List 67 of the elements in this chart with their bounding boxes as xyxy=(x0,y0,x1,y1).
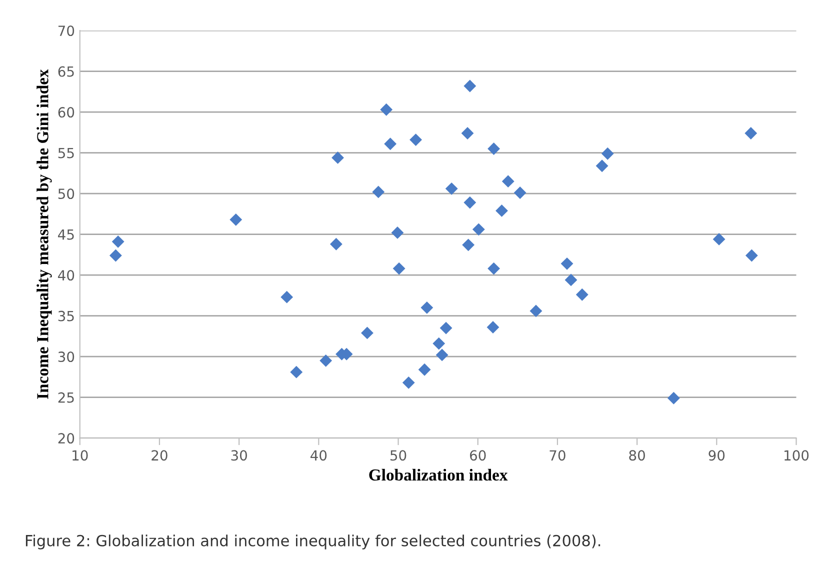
x-tick-label: 40 xyxy=(310,450,327,461)
point xyxy=(418,363,431,376)
point xyxy=(464,196,476,209)
point xyxy=(564,274,578,286)
y-tick-label: 45 xyxy=(58,229,74,240)
point xyxy=(372,186,385,198)
y-tick-label: 20 xyxy=(58,433,74,444)
y-tick-label: 50 xyxy=(58,188,74,200)
x-tick-label: 20 xyxy=(152,450,168,461)
y-tick-label: 35 xyxy=(58,310,74,322)
point xyxy=(109,249,122,262)
point xyxy=(576,288,588,301)
point xyxy=(462,238,475,252)
x-tick-label: 60 xyxy=(470,450,486,461)
x-axis-title: Globalization index xyxy=(369,468,508,481)
point xyxy=(502,175,514,188)
point xyxy=(391,226,404,239)
y-tick-label: 30 xyxy=(58,352,74,362)
point xyxy=(402,376,415,389)
point xyxy=(560,257,574,270)
point xyxy=(440,322,452,334)
point xyxy=(290,366,303,378)
x-tick-label: 30 xyxy=(231,450,247,461)
y-tick-label: 55 xyxy=(58,148,74,158)
point xyxy=(496,204,508,217)
point xyxy=(445,182,458,195)
point xyxy=(488,262,500,275)
x-tick-label: 70 xyxy=(550,450,566,461)
point xyxy=(410,134,422,146)
y-tick-label: 60 xyxy=(58,107,74,118)
point xyxy=(384,138,397,150)
y-tick-label: 40 xyxy=(58,270,74,281)
x-tick-label: 90 xyxy=(708,450,725,461)
point xyxy=(230,213,242,226)
point xyxy=(745,249,758,262)
caption: Figure 2: Globalization and income inequality for selected countries (2008). xyxy=(26,534,600,550)
y-axis-title: Income Inequality measured by the Gini index xyxy=(36,69,52,399)
y-tick-label: 70 xyxy=(58,26,74,36)
y-tick-label: 25 xyxy=(58,392,74,403)
point xyxy=(530,304,542,318)
point xyxy=(320,354,332,367)
point xyxy=(514,186,526,199)
point xyxy=(486,321,500,334)
point xyxy=(744,127,758,140)
point xyxy=(332,152,344,164)
point xyxy=(461,127,474,140)
x-tick-label: 10 xyxy=(72,450,88,461)
point xyxy=(330,238,342,250)
point xyxy=(432,337,446,350)
x-tick-label: 80 xyxy=(629,450,645,461)
point xyxy=(488,142,500,155)
point xyxy=(596,160,608,172)
point xyxy=(112,235,124,248)
point xyxy=(361,326,374,340)
point xyxy=(464,80,476,92)
y-tick-label: 65 xyxy=(58,66,74,77)
point xyxy=(667,392,680,404)
point xyxy=(472,223,485,236)
point xyxy=(420,301,434,314)
x-tick-label: 100 xyxy=(784,450,809,461)
point xyxy=(436,348,448,362)
x-tick-label: 50 xyxy=(390,450,406,461)
point xyxy=(712,233,726,246)
point xyxy=(380,103,393,116)
point xyxy=(601,147,614,160)
point xyxy=(392,262,406,275)
point xyxy=(280,290,294,304)
